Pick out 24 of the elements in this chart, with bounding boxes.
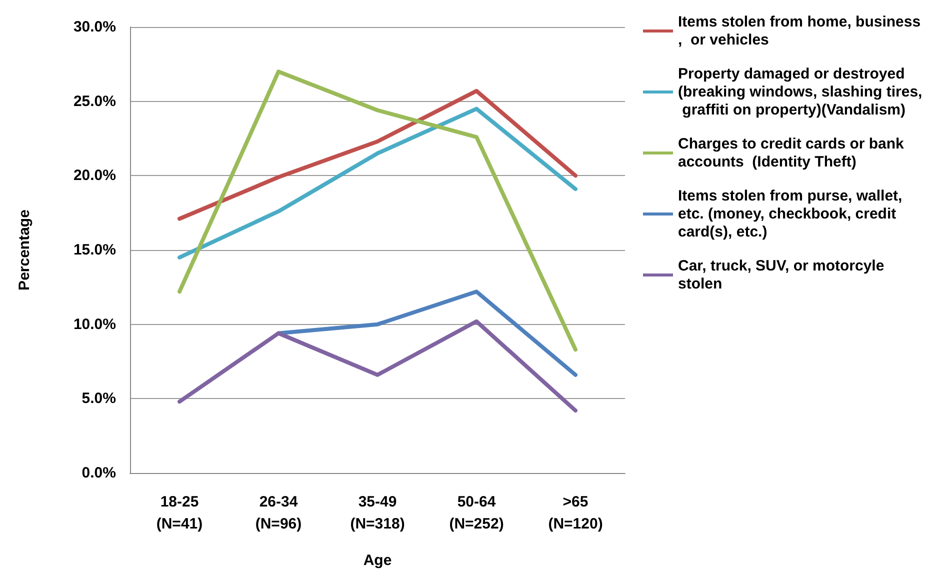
legend-label: Car, truck, SUV, or motorcyle stolen <box>678 258 888 292</box>
y-tick-label: 5.0% <box>82 390 116 408</box>
y-tick-label: 10.0% <box>73 316 116 333</box>
legend-label: Charges to credit cards or bank accounts (Identity Theft) <box>678 136 908 170</box>
y-axis-title: Percentage <box>16 210 33 290</box>
line-series <box>178 106 578 260</box>
x-tick-label: >65 (N=120) <box>548 494 603 532</box>
y-tick-label: 15.0% <box>73 242 116 258</box>
x-tick-label: 35-49 (N=318) <box>350 494 405 532</box>
legend-label: Items stolen from purse, wallet, etc. (money, checkbook, credit card(s), etc.) <box>678 188 906 240</box>
x-tick-label: 50-64 (N=252) <box>449 494 504 532</box>
line-series <box>178 70 578 352</box>
line-series <box>178 88 578 221</box>
line-series <box>178 319 578 413</box>
line-series <box>276 290 578 377</box>
legend-label: Property damaged or destroyed (breaking windows, slashing tires, graffiti on property)(Vandalism) <box>678 66 922 118</box>
x-tick-label: 18-25 (N=41) <box>156 494 203 532</box>
y-tick-label: 0.0% <box>82 464 116 482</box>
x-tick-label: 26-34 (N=96) <box>255 494 302 532</box>
legend-label: Items stolen from home, business, or vehicles <box>678 14 921 48</box>
y-tick-label: 20.0% <box>73 167 116 184</box>
x-axis-title: Age <box>363 552 392 569</box>
y-tick-label: 30.0% <box>73 18 116 36</box>
y-tick-label: 25.0% <box>73 92 116 110</box>
